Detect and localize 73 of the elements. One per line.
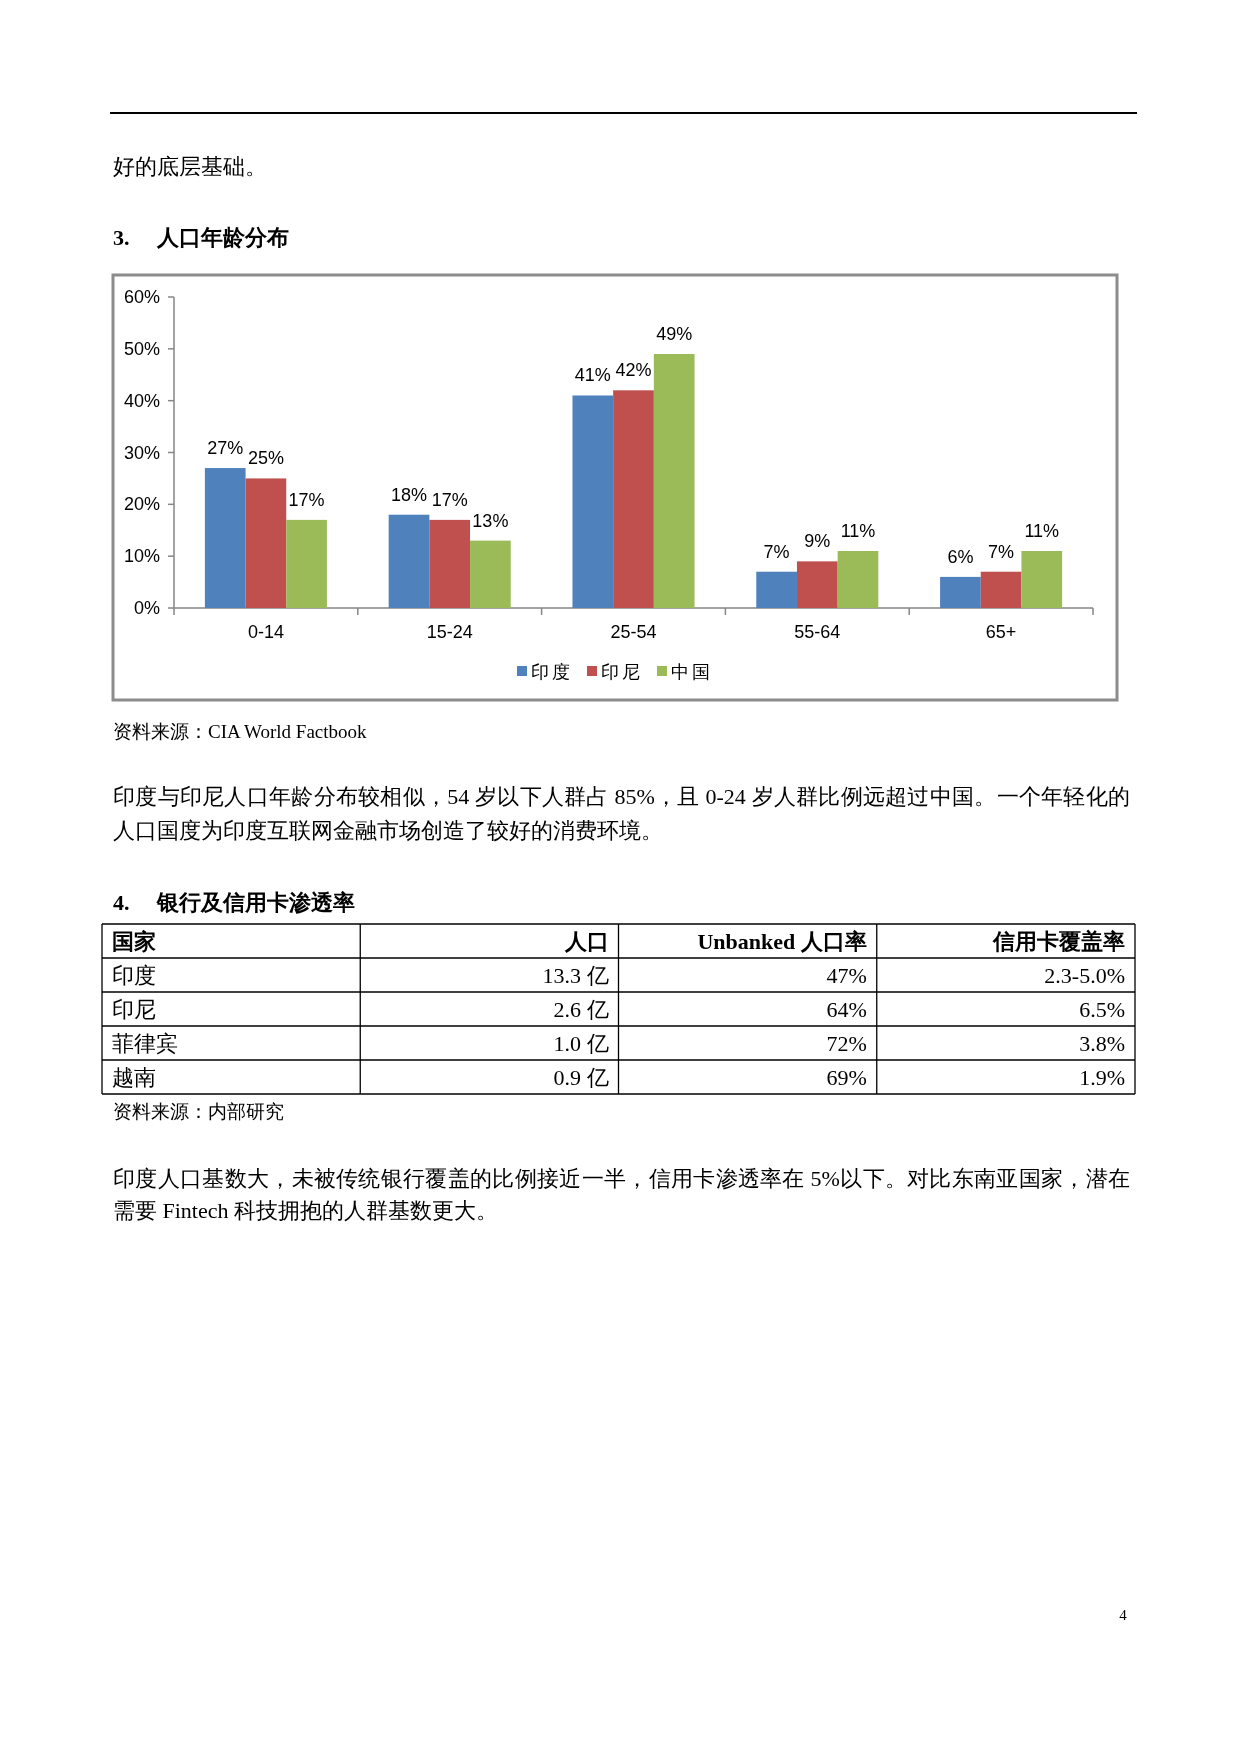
y-tick-label: 10% [123,546,160,567]
bar [653,354,695,608]
chart-title: 3. 人口年龄分布 [113,224,289,252]
data-label: 9% [804,531,831,552]
category-label: Unbanked 人口率 [697,929,867,954]
x-tick-label: 25-54 [610,622,657,642]
bar [837,550,879,608]
data-label: 17% [431,489,468,510]
text: 1.9% [1079,1065,1125,1090]
x-tick-label: 65+ [985,622,1017,642]
data-label: 42% [615,360,652,381]
bar [470,540,511,608]
legend-label: 印度 [531,662,573,682]
data-label: 41% [574,365,611,386]
category-label: 印尼 [112,997,156,1022]
data-label: 13% [472,510,509,531]
text: 好的底层基础。 [113,153,268,181]
x-tick-label: 15-24 [426,622,473,642]
data-label: 11% [840,520,876,541]
text: 国家 [112,929,156,954]
text: 3.8% [1079,1031,1125,1056]
bar [613,390,654,608]
data-label: 7% [763,541,790,562]
bar [286,519,327,608]
bar [1021,550,1063,608]
text: 69% [826,1065,867,1090]
text: 资料来源：CIA World Factbook [113,720,368,744]
text: 4. 银行及信用卡渗透率 [113,889,355,917]
text: 6.5% [1079,997,1125,1022]
bar [388,514,430,608]
data-label: 18% [391,484,428,505]
category-label: 人口 [563,929,609,954]
data-label: 49% [656,324,693,345]
data-label: 17% [288,489,325,510]
text: 4 [1118,1606,1128,1625]
text: 2.3-5.0% [1044,963,1125,988]
category-label: 菲律宾 [112,1031,178,1056]
text: 64% [826,997,867,1022]
category-label: 越南 [112,1065,156,1090]
data-label: 25% [247,448,284,469]
y-tick-label: 0% [133,598,160,618]
bar [940,576,981,608]
bar [429,519,471,608]
bar [572,395,614,608]
legend-label: 中国 [671,662,713,682]
text: 72% [826,1031,867,1056]
text: 0.9 亿 [553,1065,609,1090]
text: 1.0 亿 [553,1031,609,1056]
y-tick-label: 30% [123,442,160,463]
data-label: 6% [947,546,974,567]
text: 2.6 亿 [553,997,609,1022]
data-label: 11% [1024,520,1060,541]
data-label: 7% [988,541,1015,562]
text: 47% [826,963,867,988]
y-tick-label: 40% [123,390,160,411]
y-tick-label: 50% [123,338,160,359]
text: 印度与印尼人口年龄分布较相似，54 岁以下人群占 85%，且 0-24 岁人群比例远超过中国。一个年轻化的人口国度为印度互联网金融市场创造了较好的消费环境。 [113,783,1130,845]
bar [796,561,838,608]
x-tick-label: 0-14 [247,622,284,642]
text: 印度人口基数大，未被传统银行覆盖的比例接近一半，信用卡渗透率在 5%以下。对比东南亚国家，潜在需要 Fintech 科技拥抱的人群基数更大。 [113,1165,1130,1225]
bar [204,468,246,608]
bar [245,478,287,608]
bar [980,571,1022,608]
category-label: 信用卡覆盖率 [992,929,1125,954]
y-tick-label: 60% [123,287,160,307]
text: 资料来源：内部研究 [113,1100,285,1124]
data-label: 27% [207,438,244,459]
legend-label: 印尼 [601,662,643,682]
category-label: 印度 [112,963,156,988]
y-tick-label: 20% [123,494,160,515]
x-tick-label: 55-64 [794,622,841,642]
bar [756,571,797,608]
text: 13.3 亿 [542,963,609,988]
